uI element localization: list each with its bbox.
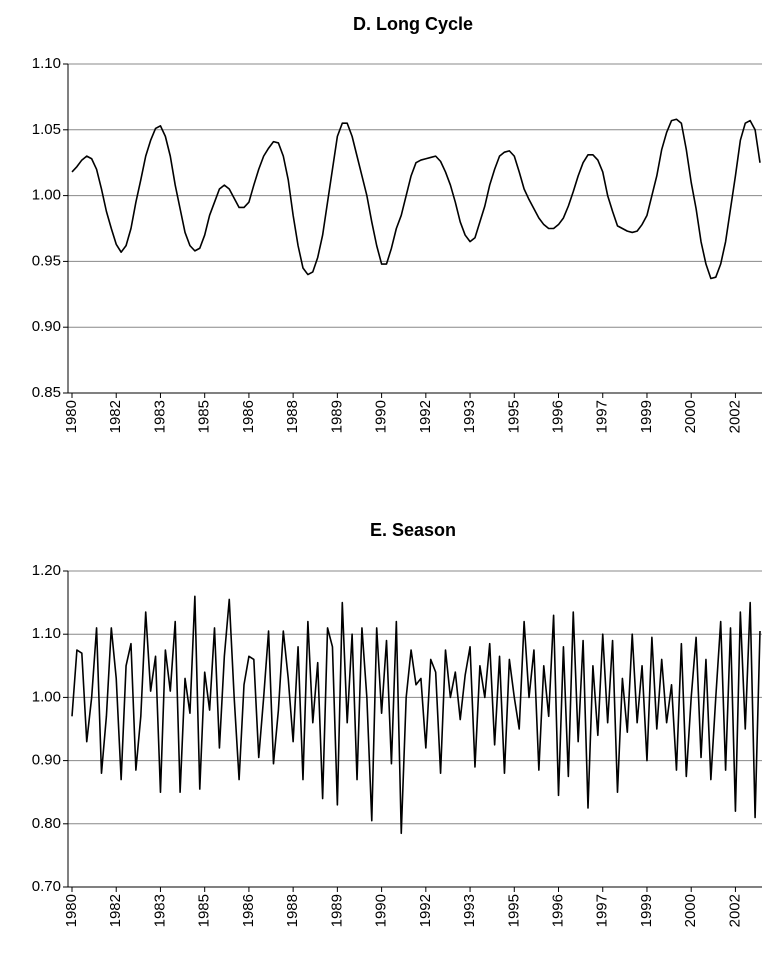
y-tick-label: 0.85 xyxy=(32,384,61,401)
x-tick-label: 1985 xyxy=(196,400,213,433)
x-tick-label: 1999 xyxy=(638,894,655,927)
x-tick-label: 1982 xyxy=(107,400,124,433)
x-tick-label: 2002 xyxy=(726,400,743,433)
y-tick-label: 1.20 xyxy=(32,562,61,579)
y-tick-label: 1.00 xyxy=(32,688,61,705)
x-tick-label: 1983 xyxy=(151,400,168,433)
x-tick-label: 1995 xyxy=(505,894,522,927)
data-line xyxy=(71,595,761,835)
y-tick-label: 1.10 xyxy=(32,625,61,642)
x-tick-label: 1985 xyxy=(196,894,213,927)
x-tick-label: 1986 xyxy=(240,894,257,927)
x-tick-label: 1992 xyxy=(417,894,434,927)
x-tick-label: 1983 xyxy=(151,894,168,927)
x-tick-label: 2000 xyxy=(682,400,699,433)
y-tick-label: 1.10 xyxy=(32,55,61,72)
x-tick-label: 1986 xyxy=(240,400,257,433)
x-tick-label: 1982 xyxy=(107,894,124,927)
y-tick-label: 0.70 xyxy=(32,878,61,895)
x-tick-label: 1996 xyxy=(549,400,566,433)
x-tick-label: 1990 xyxy=(373,894,390,927)
x-tick-label: 1980 xyxy=(63,400,80,433)
x-tick-label: 1989 xyxy=(328,894,345,927)
x-tick-label: 1989 xyxy=(328,400,345,433)
chart-title: E. Season xyxy=(370,520,456,540)
x-tick-label: 1988 xyxy=(284,894,301,927)
y-tick-label: 1.05 xyxy=(32,121,61,138)
x-tick-label: 1999 xyxy=(638,400,655,433)
y-tick-label: 0.90 xyxy=(32,752,61,769)
x-tick-label: 1993 xyxy=(461,894,478,927)
x-tick-label: 1988 xyxy=(284,400,301,433)
chart-title: D. Long Cycle xyxy=(353,14,473,34)
x-tick-label: 1993 xyxy=(461,400,478,433)
x-tick-label: 1980 xyxy=(63,894,80,927)
y-tick-label: 0.90 xyxy=(32,318,61,335)
x-tick-label: 1997 xyxy=(594,400,611,433)
y-tick-label: 0.80 xyxy=(32,815,61,832)
x-tick-label: 1996 xyxy=(549,894,566,927)
x-tick-label: 2002 xyxy=(726,894,743,927)
x-tick-label: 1990 xyxy=(373,400,390,433)
x-tick-label: 2000 xyxy=(682,894,699,927)
x-tick-label: 1995 xyxy=(505,400,522,433)
x-tick-label: 1992 xyxy=(417,400,434,433)
y-tick-label: 1.00 xyxy=(32,187,61,204)
data-line xyxy=(71,118,761,280)
x-tick-label: 1997 xyxy=(594,894,611,927)
y-tick-label: 0.95 xyxy=(32,252,61,269)
